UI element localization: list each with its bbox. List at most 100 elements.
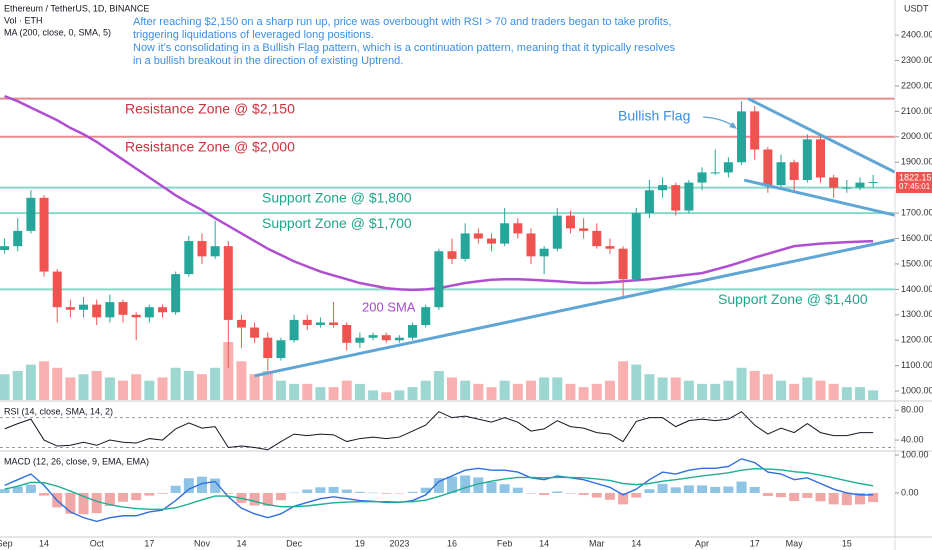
y-tick-label: 1400.00: [901, 284, 932, 294]
candle-body: [276, 340, 286, 359]
macd-histogram-bar: [433, 478, 444, 493]
volume-bar: [249, 374, 260, 400]
candle-body: [434, 251, 444, 308]
candle-body: [223, 246, 233, 320]
macd-histogram-bar: [407, 491, 418, 493]
rsi-tick-label: 80.00: [901, 405, 924, 415]
macd-histogram-bar: [631, 492, 642, 498]
macd-histogram-bar: [65, 492, 76, 514]
candle-body: [816, 139, 825, 178]
candle-body: [355, 337, 365, 343]
macd-histogram-bar: [368, 492, 379, 494]
y-tick-label: 1600.00: [901, 233, 932, 243]
macd-histogram-bar: [315, 487, 326, 493]
macd-histogram-bar: [249, 492, 260, 506]
volume-bar: [328, 387, 339, 400]
indicator-label: MA (200, close, 0, SMA, 5): [4, 27, 111, 37]
macd-histogram-bar: [275, 492, 286, 501]
volume-bar: [723, 380, 734, 400]
macd-histogram-bar: [170, 485, 181, 493]
macd-histogram-bar: [12, 486, 23, 493]
candle-body: [789, 162, 799, 181]
candle-body: [92, 304, 102, 318]
volume-bar: [657, 377, 668, 400]
candle-body: [65, 307, 75, 310]
rsi-line: [4, 411, 874, 451]
x-tick-label: 19: [355, 538, 365, 548]
candle-body: [750, 111, 760, 150]
candle-body: [250, 327, 260, 338]
x-tick-label: 15: [842, 538, 852, 548]
x-tick-label: Nov: [194, 538, 211, 548]
candle-body: [39, 197, 49, 272]
candle-body: [565, 215, 575, 229]
macd-histogram-bar: [815, 492, 826, 502]
macd-histogram-bar: [789, 492, 800, 501]
macd-histogram-bar: [473, 477, 484, 493]
macd-histogram-bar: [499, 484, 510, 493]
y-tick-label: 2400.00: [901, 29, 932, 39]
candle-body: [105, 302, 115, 318]
macd-histogram-bar: [736, 481, 747, 493]
volume-bar: [776, 380, 787, 400]
candle-body: [144, 307, 154, 318]
macd-histogram-bar: [802, 492, 813, 498]
signal-line: [4, 467, 874, 510]
volume-bar: [512, 383, 523, 400]
volume-bar: [368, 390, 379, 400]
macd-histogram-bar: [604, 492, 615, 500]
macd-histogram-bar: [683, 485, 694, 493]
candle-body: [631, 213, 641, 280]
volume-bar: [433, 371, 444, 400]
y-tick-label: 1900.00: [901, 157, 932, 167]
macd-histogram-bar: [354, 491, 365, 493]
candle-body: [684, 182, 694, 211]
x-tick-label: Dec: [286, 538, 303, 548]
volume-bar: [854, 387, 865, 400]
y-tick-label: 1100.00: [901, 360, 932, 370]
countdown-label: 07:45:01: [899, 182, 931, 191]
annotation-line: in a bullish breakout in the direction o…: [133, 55, 403, 67]
volume-bar: [447, 377, 458, 400]
volume-bar: [618, 361, 629, 400]
candle-body: [513, 223, 523, 234]
volume-bar: [104, 377, 115, 400]
volume-bar: [0, 374, 10, 400]
macd-histogram-bar: [223, 492, 234, 494]
y-tick-label: 1300.00: [901, 309, 932, 319]
x-tick-label: Feb: [497, 538, 513, 548]
y-tick-label: 1700.00: [901, 207, 932, 217]
candle-body: [658, 185, 668, 191]
macd-histogram-bar: [657, 483, 668, 493]
macd-histogram-bar: [749, 486, 760, 493]
volume-bar: [473, 383, 484, 400]
volume-bar: [697, 383, 708, 400]
macd-histogram-bar: [552, 491, 563, 493]
macd-histogram-bar: [854, 492, 865, 505]
x-tick-label: 17: [144, 538, 154, 548]
macd-histogram-bar: [841, 492, 852, 506]
volume-bar: [183, 371, 194, 400]
flag-arrow-head: [729, 122, 737, 129]
candle-body: [737, 111, 747, 163]
candle-body: [52, 271, 62, 308]
volume-bar: [262, 371, 273, 400]
x-tick-label: 14: [539, 538, 549, 548]
macd-histogram-bar: [91, 492, 102, 514]
volume-bar: [539, 377, 550, 400]
volume-bar: [578, 387, 589, 400]
volume-bar: [170, 367, 181, 400]
candle-body: [526, 233, 536, 257]
currency-label: USDT: [904, 3, 929, 13]
macd-histogram-bar: [670, 487, 681, 493]
macd-histogram-bar: [104, 492, 115, 506]
macd-histogram-bar: [262, 492, 273, 506]
y-tick-label: 2300.00: [901, 55, 932, 65]
x-tick-label: Oct: [90, 538, 105, 548]
x-tick-label: 2023: [389, 538, 409, 548]
macd-histogram-bar: [828, 492, 839, 505]
last-price-box: [896, 172, 932, 194]
x-tick-label: Sep: [0, 538, 13, 548]
candle-body: [184, 241, 194, 275]
macd-histogram-bar: [618, 492, 629, 505]
